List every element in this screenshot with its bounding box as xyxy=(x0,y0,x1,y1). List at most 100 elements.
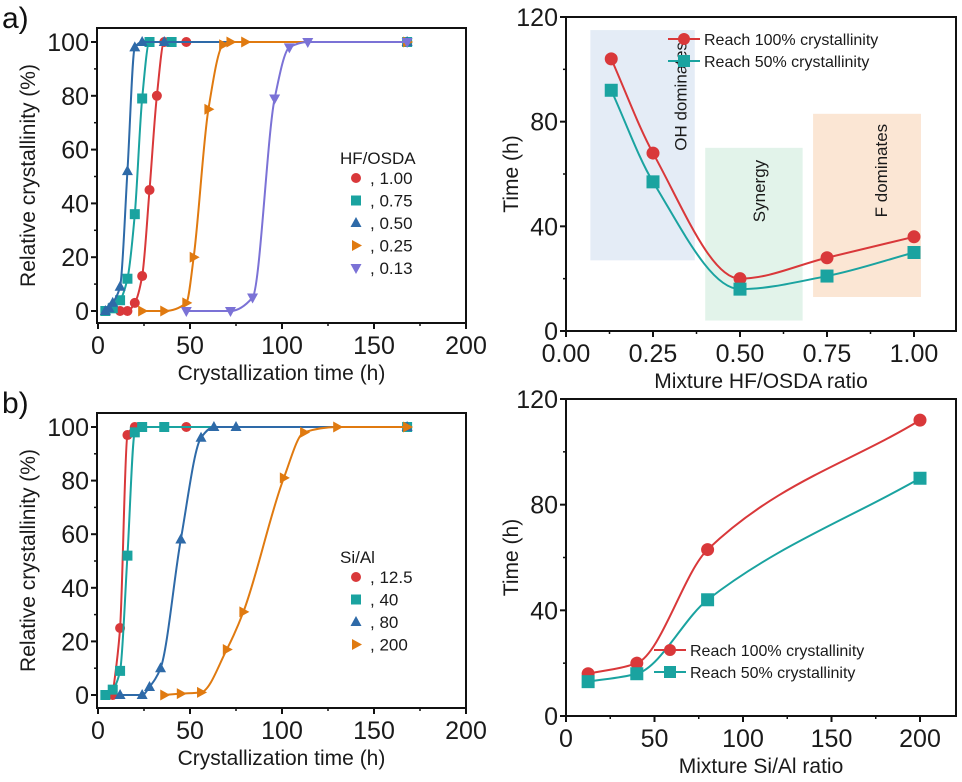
data-point xyxy=(630,667,644,681)
y-axis-title: Relative crystallinity (%) xyxy=(17,449,40,672)
data-point xyxy=(247,293,259,304)
data-point xyxy=(241,36,252,48)
series-line xyxy=(610,58,915,280)
legend-label: , 0.13 xyxy=(370,259,413,278)
legend-marker xyxy=(352,240,362,251)
data-point xyxy=(913,413,927,427)
legend-label: , 80 xyxy=(370,613,398,632)
y-tick-label: 80 xyxy=(530,109,558,137)
data-point xyxy=(151,90,162,101)
data-point xyxy=(189,251,200,263)
y-tick-label: 40 xyxy=(530,213,558,241)
y-tick-label: 60 xyxy=(61,137,89,165)
data-point xyxy=(733,272,747,286)
x-tick-label: 0 xyxy=(559,725,573,753)
plot-frame xyxy=(96,412,467,709)
legend-marker xyxy=(351,594,361,605)
data-point xyxy=(122,273,133,284)
data-point xyxy=(182,297,193,309)
legend-label: , 40 xyxy=(370,591,398,610)
y-axis-title: Time (h) xyxy=(500,519,523,596)
x-tick-label: 200 xyxy=(899,725,941,753)
legend-label: Reach 100% crystallinity xyxy=(704,32,878,49)
y-tick-label: 20 xyxy=(61,244,89,272)
legend-marker xyxy=(678,33,690,45)
y-tick-label: 0 xyxy=(544,703,558,731)
data-point xyxy=(646,146,660,160)
y-tick-label: 80 xyxy=(61,468,89,496)
x-tick-label: 150 xyxy=(353,332,395,360)
y-tick-label: 0 xyxy=(544,318,558,346)
legend-label: Reach 50% crystallinity xyxy=(690,665,855,682)
data-point xyxy=(144,680,156,691)
x-tick-label: 50 xyxy=(641,725,669,753)
series-line xyxy=(587,419,921,675)
legend-label: , 0.75 xyxy=(370,192,413,211)
y-tick-label: 120 xyxy=(516,4,558,32)
y-tick-label: 20 xyxy=(61,628,89,656)
data-point xyxy=(137,271,148,282)
data-point xyxy=(136,36,148,46)
data-point xyxy=(107,684,118,695)
data-point xyxy=(114,689,126,699)
data-point xyxy=(129,41,141,52)
panel-label-a: a) xyxy=(2,2,29,35)
y-tick-label: 60 xyxy=(61,521,89,549)
legend-marker xyxy=(350,217,362,227)
data-point xyxy=(820,251,834,265)
x-tick-label: 100 xyxy=(722,725,764,753)
region-2 xyxy=(813,113,921,297)
chart-b-right: 0 40 80 120 0 50 100 150 200 Mixture Si/Al ratio T… xyxy=(500,386,957,778)
data-point xyxy=(222,643,233,655)
x-tick-label: 0.25 xyxy=(629,340,678,368)
data-point xyxy=(195,431,207,442)
x-tick-label: 0.00 xyxy=(542,340,591,368)
data-point xyxy=(907,230,921,244)
data-point xyxy=(283,43,295,54)
x-axis-title: Crystallization time (h) xyxy=(178,747,386,770)
data-point xyxy=(701,543,715,557)
x-tick-label: 1.00 xyxy=(890,340,939,368)
y-axis-title: Relative crystallinity (%) xyxy=(17,64,40,287)
legend-marker xyxy=(664,644,676,656)
data-point xyxy=(121,165,133,176)
chart-a-right: OH dominates Synergy F dominates 0 40 80 120 0.… xyxy=(500,4,957,393)
data-point xyxy=(279,472,290,484)
data-point xyxy=(333,421,344,433)
data-point xyxy=(158,36,170,46)
data-point xyxy=(300,426,311,438)
y-tick-label: 0 xyxy=(75,298,89,326)
data-point xyxy=(907,246,921,259)
data-point xyxy=(820,269,834,283)
y-tick-label: 120 xyxy=(516,386,558,414)
data-point xyxy=(160,305,171,317)
data-point xyxy=(219,39,230,51)
data-point xyxy=(208,421,220,431)
series-line xyxy=(120,40,408,312)
x-tick-label: 200 xyxy=(445,717,487,745)
data-point xyxy=(115,295,126,306)
data-point xyxy=(197,686,208,698)
data-point xyxy=(581,675,595,689)
chart-b-left: 0 20 40 60 80 100 0 50 100 150 200 Crystallization … xyxy=(17,412,487,770)
data-point xyxy=(107,303,118,314)
data-point xyxy=(137,93,148,104)
data-point xyxy=(269,94,281,105)
region-label: Synergy xyxy=(750,159,769,222)
legend-label: , 1.00 xyxy=(370,169,413,188)
data-point xyxy=(159,422,170,432)
data-point xyxy=(114,280,126,291)
region-label: OH dominates xyxy=(672,42,691,151)
legend-title: Si/Al xyxy=(340,548,375,567)
series-line xyxy=(587,477,921,683)
data-point xyxy=(401,38,413,48)
x-tick-label: 0.75 xyxy=(803,340,852,368)
region-label: F dominates xyxy=(872,124,891,218)
legend-label: Reach 100% crystallinity xyxy=(690,643,864,660)
y-tick-label: 100 xyxy=(47,29,89,57)
data-point xyxy=(180,307,192,317)
data-point xyxy=(129,427,140,438)
data-point xyxy=(733,282,747,296)
y-tick-label: 40 xyxy=(61,575,89,603)
data-point xyxy=(604,52,618,66)
